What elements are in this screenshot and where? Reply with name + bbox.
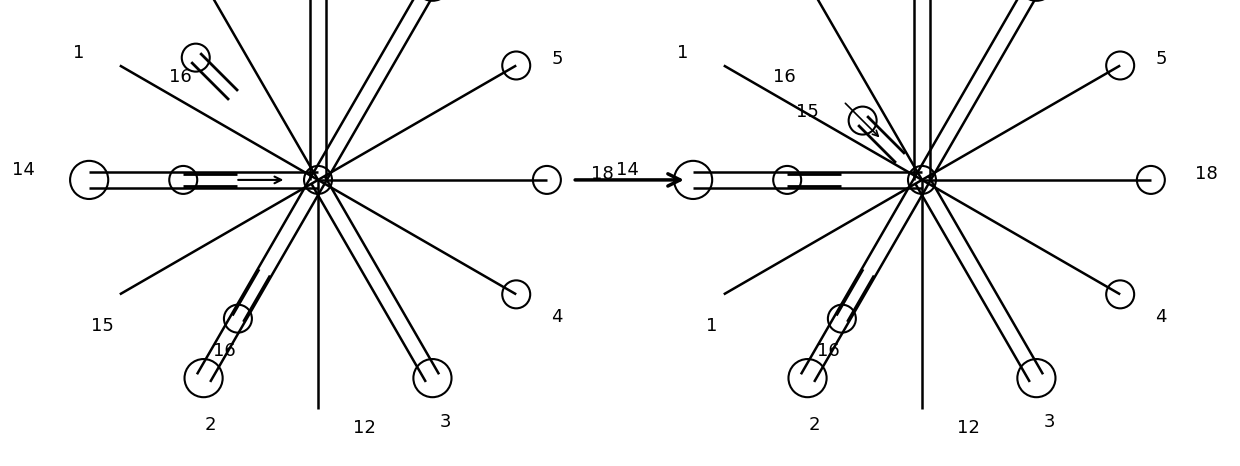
Text: 14: 14: [616, 161, 639, 179]
Text: 16: 16: [169, 68, 192, 86]
Text: 2: 2: [205, 416, 216, 434]
Text: 16: 16: [213, 342, 236, 360]
Text: 5: 5: [552, 50, 563, 68]
Text: 5: 5: [1156, 50, 1167, 68]
Text: 2: 2: [808, 416, 820, 434]
Text: 15: 15: [91, 317, 113, 335]
Text: 15: 15: [796, 103, 820, 121]
Text: 1: 1: [73, 44, 84, 62]
Text: 18: 18: [591, 164, 614, 183]
Text: 4: 4: [552, 308, 563, 326]
Text: 12: 12: [957, 419, 980, 437]
Text: 14: 14: [12, 161, 35, 179]
Text: 16: 16: [773, 68, 796, 86]
Text: 3: 3: [439, 413, 451, 431]
Text: 16: 16: [817, 342, 839, 360]
Text: 3: 3: [1043, 413, 1055, 431]
Text: 18: 18: [1195, 164, 1218, 183]
Text: 4: 4: [1156, 308, 1167, 326]
Text: 12: 12: [353, 419, 376, 437]
Text: 1: 1: [706, 317, 718, 335]
Text: 1: 1: [677, 44, 688, 62]
